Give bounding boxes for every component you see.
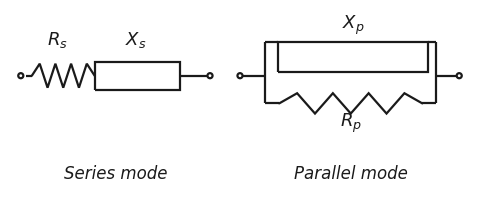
Text: Series mode: Series mode [64,165,167,183]
Text: Parallel mode: Parallel mode [294,165,408,183]
Text: $R_s$: $R_s$ [48,30,68,50]
Text: $R_p$: $R_p$ [340,112,362,135]
Text: $X_s$: $X_s$ [125,30,147,50]
Text: $X_p$: $X_p$ [342,14,364,37]
